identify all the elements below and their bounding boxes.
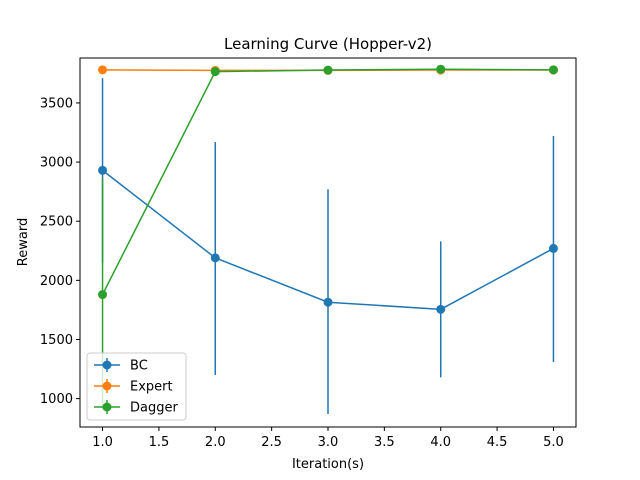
x-tick-label: 5.0 (543, 435, 564, 450)
data-point-dagger (548, 65, 558, 75)
x-tick-label: 3.0 (318, 435, 339, 450)
y-tick-label: 3000 (40, 156, 73, 171)
y-tick-label: 1500 (40, 333, 73, 348)
y-axis-ticks: 1000 1500 2000 2500 3000 3500 (40, 96, 80, 407)
data-point-bc (98, 165, 108, 175)
chart-title: Learning Curve (Hopper-v2) (224, 35, 432, 53)
x-tick-label: 2.0 (205, 435, 226, 450)
data-point-dagger (98, 290, 108, 300)
legend-swatch-marker (102, 381, 112, 391)
data-point-dagger (323, 65, 333, 75)
legend-item-bc: BC (94, 358, 148, 374)
x-tick-label: 1.0 (92, 435, 113, 450)
x-tick-label: 4.0 (430, 435, 451, 450)
y-axis-label: Reward (16, 218, 31, 266)
x-axis-ticks: 1.0 1.5 2.0 2.5 3.0 3.5 4.0 4.5 5.0 (92, 427, 564, 450)
y-tick-label: 2000 (40, 274, 73, 289)
x-tick-label: 2.5 (261, 435, 282, 450)
data-point-dagger (210, 67, 220, 77)
data-point-bc (210, 253, 220, 263)
legend-item-dagger: Dagger (94, 400, 178, 416)
x-tick-label: 4.5 (487, 435, 508, 450)
legend-swatch-marker (102, 360, 112, 370)
x-axis-label: Iteration(s) (292, 457, 364, 472)
data-point-bc (323, 297, 333, 307)
x-tick-label: 1.5 (149, 435, 170, 450)
legend-swatch-marker (102, 402, 112, 412)
legend-item-expert: Expert (94, 379, 173, 395)
data-point-expert (98, 65, 108, 75)
legend: BC Expert Dagger (86, 352, 187, 421)
legend-label: BC (130, 359, 148, 374)
data-point-bc (548, 243, 558, 253)
data-point-dagger (436, 64, 446, 74)
legend-label: Dagger (130, 401, 178, 416)
series-bc (98, 78, 558, 414)
y-tick-label: 3500 (40, 96, 73, 111)
y-tick-label: 1000 (40, 392, 73, 407)
legend-label: Expert (130, 380, 173, 395)
x-tick-label: 3.5 (374, 435, 395, 450)
legend-box (86, 352, 187, 421)
y-tick-label: 2500 (40, 215, 73, 230)
data-point-bc (436, 304, 446, 314)
